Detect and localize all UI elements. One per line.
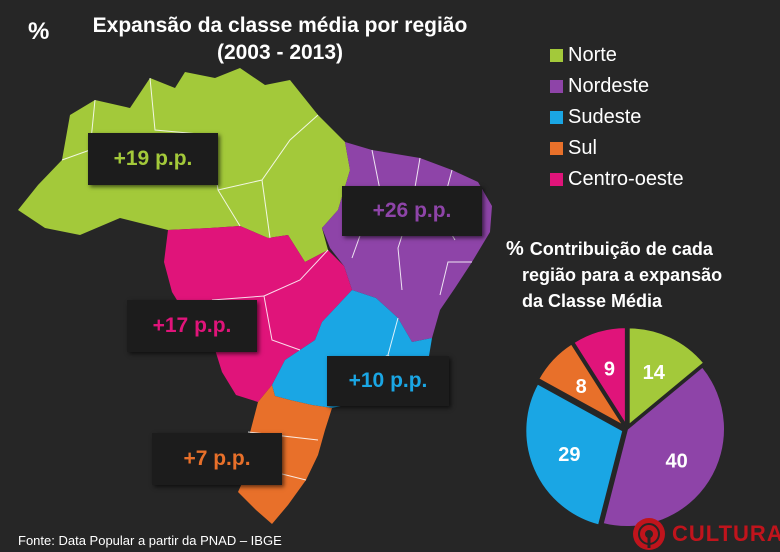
map-label-centro-oeste: +17 p.p. xyxy=(127,300,257,352)
title-line-2: (2003 - 2013) xyxy=(216,41,344,64)
legend-swatch-centro-oeste xyxy=(550,173,563,186)
legend-swatch-sul xyxy=(550,142,563,155)
legend-swatch-sudeste xyxy=(550,111,563,124)
pie-slice-sudeste xyxy=(524,382,625,527)
map-region-centro-oeste xyxy=(164,226,352,402)
legend-item-nordeste: Nordeste xyxy=(550,71,684,102)
map-label-norte: +19 p.p. xyxy=(88,133,218,185)
map-label-sudeste: +10 p.p. xyxy=(327,356,449,406)
map-label-sul: +7 p.p. xyxy=(152,433,282,485)
legend-item-sul: Sul xyxy=(550,133,684,164)
legend-item-sudeste: Sudeste xyxy=(550,102,684,133)
pie-label-sudeste: 29 xyxy=(558,444,580,466)
pie-title-line-2: região para a expansão xyxy=(522,265,723,285)
pie-label-norte: 14 xyxy=(643,362,666,384)
map-label-nordeste: +26 p.p. xyxy=(342,186,482,236)
legend-item-centro-oeste: Centro-oeste xyxy=(550,164,684,195)
legend: Norte Nordeste Sudeste Sul Centro-oeste xyxy=(550,40,684,195)
pie-label-sul: 8 xyxy=(576,376,587,398)
pie-chart-title: % Contribuição de cada região para a expa… xyxy=(506,236,776,314)
pie-title-line-3: da Classe Média xyxy=(522,291,663,311)
contribution-pie-chart: 14 40 29 89 xyxy=(524,326,726,528)
pie-slice-sul xyxy=(536,342,625,428)
legend-label-sul: Sul xyxy=(568,137,597,159)
legend-swatch-norte xyxy=(550,49,563,62)
page-title: Expansão da classe média por região (200… xyxy=(70,12,490,66)
pie-label-nordeste: 40 xyxy=(666,451,688,473)
pie-slice-norte xyxy=(627,326,706,428)
title-line-1: Expansão da classe média por região xyxy=(92,14,468,37)
pie-label-centro-oeste: 9 xyxy=(604,359,615,381)
legend-label-nordeste: Nordeste xyxy=(568,75,650,97)
pie-slice-nordeste xyxy=(601,365,726,528)
legend-label-centro-oeste: Centro-oeste xyxy=(568,168,684,190)
source-note: Fonte: Data Popular a partir da PNAD – I… xyxy=(18,533,282,548)
pie-title-line-1: % Contribuição de cada xyxy=(506,238,713,260)
legend-swatch-nordeste xyxy=(550,80,563,93)
legend-label-sudeste: Sudeste xyxy=(568,106,642,128)
cultura-logo-icon xyxy=(633,518,665,550)
unit-percent-mark: % xyxy=(28,18,50,45)
cultura-logo: CULTURA xyxy=(632,517,780,551)
pie-unit-percent-mark: % xyxy=(506,238,524,260)
pie-slice-centro-oeste xyxy=(571,326,627,429)
legend-item-norte: Norte xyxy=(550,40,684,71)
legend-label-norte: Norte xyxy=(568,44,617,66)
cultura-logo-text: CULTURA xyxy=(672,521,780,546)
map-region-sul xyxy=(238,385,332,524)
